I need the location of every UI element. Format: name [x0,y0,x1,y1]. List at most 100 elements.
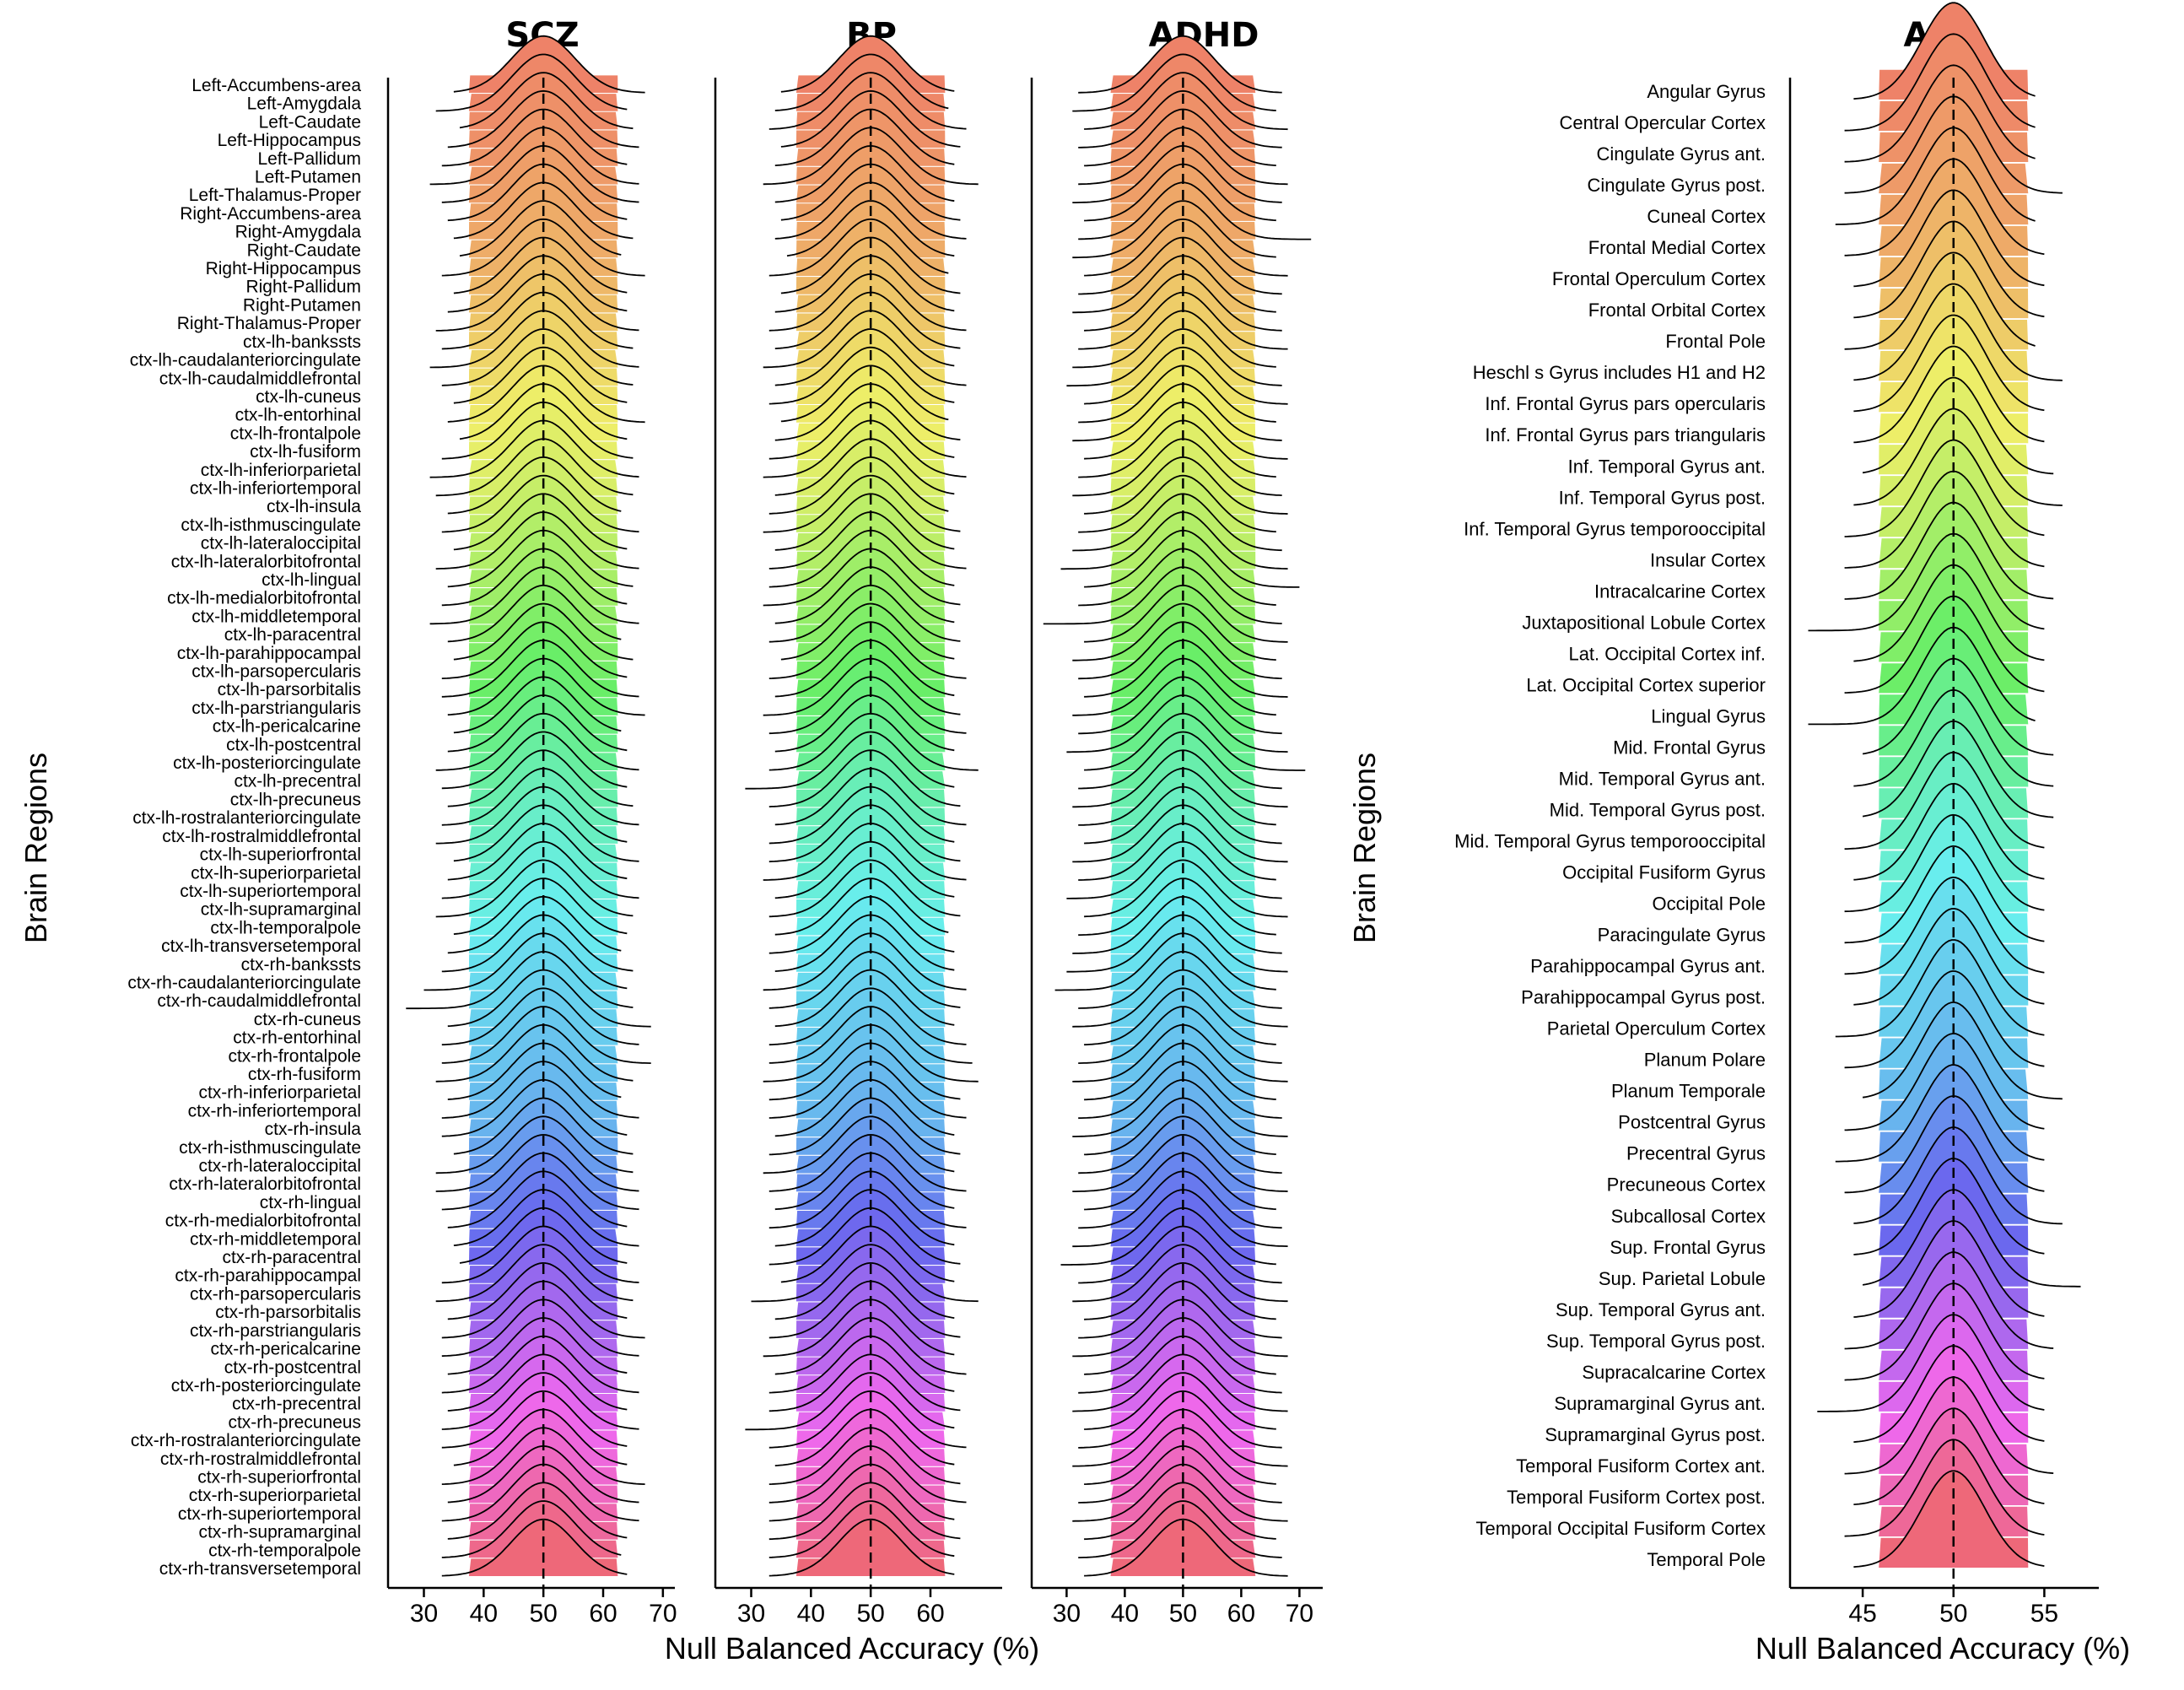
asd-category-label: Parahippocampal Gyrus post. [1521,987,1766,1008]
asd-category-label: Occipital Fusiform Gyrus [1562,862,1766,883]
bp-ridge-density-line [768,401,955,460]
scz-ridge-fill [468,1519,618,1576]
scz-ridge-density-line [441,218,645,277]
bp-ridge-density-line [768,950,961,1009]
scz-ridge-density-line [447,255,628,313]
asd-ridge-density-line [1853,564,2045,662]
adhd-ridge-density-line [1072,895,1282,954]
asd-ridge-density-line [1835,1064,2045,1163]
asd-ridge-density-line [1844,439,2045,537]
bp-ridge-density-line [768,1427,961,1485]
bp-ridge-density-line [774,328,967,386]
adhd-ridge-density-line [1072,310,1276,369]
bp-ridge-density-line [763,823,967,881]
bp-ridge-density-line [768,621,967,679]
scz-category-labels: Left-Accumbens-areaLeft-AmygdalaLeft-Cau… [127,76,361,1579]
asd-category-label: Mid. Temporal Gyrus ant. [1559,769,1766,790]
adhd-ridge-density-line [1066,840,1282,899]
scz-ridge-row [441,1518,628,1577]
bp-ridge-density-line [768,529,955,588]
bp-ridge-density-line [763,474,961,533]
scz-ridge-density-line [441,621,628,679]
asd-category-label: Cuneal Cortex [1647,206,1766,227]
scz-category-label: ctx-lh-bankssts [243,332,361,352]
asd-ridge-density-line [1853,189,2045,288]
asd-category-label: Frontal Operculum Cortex [1552,268,1766,289]
adhd-ridge-fill [1110,1519,1256,1576]
bp-ridge-density-line [774,1079,955,1137]
scz-category-label: ctx-rh-supramarginal [198,1523,361,1542]
adhd-ridge-density-line [1072,804,1288,863]
scz-ridge-density-line [447,895,622,954]
scz-category-label: ctx-rh-parsorbitalis [215,1303,361,1322]
scz-category-label: ctx-lh-supramarginal [201,900,361,920]
adhd-ridge-density-line [1078,621,1282,680]
adhd-ridge-density-line [1072,383,1282,442]
asd-category-label: Inf. Frontal Gyrus pars triangularis [1485,424,1766,445]
scz-ridge-density-line [441,1299,639,1358]
adhd-ridge-density-line [1078,236,1282,295]
scz-ridge-density-line [453,1408,628,1466]
asd-category-label: Planum Temporale [1611,1081,1766,1102]
asd-ridge-density-line [1853,1345,2045,1443]
asd-ridge-density-line [1817,1314,2045,1412]
adhd-ridge-density-line [1078,1444,1282,1504]
bp-ridge-density-line [774,1408,955,1466]
scz-category-label: ctx-lh-parstriangularis [191,699,361,718]
scz-x-tick-label: 30 [410,1600,438,1628]
scz-category-label: ctx-lh-cuneus [256,387,361,407]
asd-ridge-density-line [1844,251,2036,350]
scz-category-label: ctx-rh-precentral [232,1395,361,1414]
adhd-ridge-density-line [1078,1280,1282,1339]
bp-ridge-row [768,1518,955,1577]
scz-category-label: ctx-lh-lingual [262,570,361,590]
asd-ridge-fill [1879,1471,2029,1568]
scz-category-label: Right-Amygdala [235,223,362,242]
adhd-ridge-density-line [1084,1372,1276,1430]
scz-ridge-density-line [441,1335,639,1394]
asd-ridge-density-line [1862,657,2054,756]
adhd-x-tick-label: 50 [1169,1600,1197,1628]
scz-ridge-density-line [447,585,622,643]
adhd-ridge-density-line [1072,1244,1288,1303]
asd-category-label: Inf. Temporal Gyrus post. [1559,487,1766,508]
bp-ridge-density-line [768,1390,967,1449]
asd-ridge-density-line [1853,345,2045,444]
bp-ridge-density-line [768,1444,967,1504]
scz-ridge-density-line [441,1500,622,1558]
adhd-ridge-density-line [1084,1261,1276,1320]
bp-ridge-density-line [774,145,955,203]
bp-ridge-density-line [745,731,955,790]
scz-category-label: ctx-rh-bankssts [241,955,361,975]
scz-ridge-density-line [435,1244,634,1303]
asd-category-label: Parahippocampal Gyrus ant. [1530,956,1766,977]
scz-ridge-density-line [453,236,628,294]
asd-ridges [1808,2,2081,1569]
scz-category-label: ctx-rh-cuneus [254,1010,361,1029]
scz-ridge-density-line [447,969,651,1028]
adhd-x-tick-label: 70 [1286,1600,1313,1628]
bp-ridge-density-line [768,786,955,845]
scz-ridge-density-line [429,419,639,478]
scz-category-label: ctx-lh-medialorbitofrontal [167,589,361,608]
adhd-ridges [1043,35,1312,1577]
asd-category-label: Sup. Parietal Lobule [1599,1268,1766,1289]
bp-ridge-density-line [768,456,949,515]
adhd-ridge-density-line [1084,72,1288,131]
scz-category-label: ctx-lh-pericalcarine [213,717,361,737]
scz-ridge-density-line [441,1372,639,1430]
asd-category-label: Subcallosal Cortex [1611,1206,1766,1227]
bp-ridge-density-line [768,676,967,735]
asd-ridge-density-line [1844,1439,2045,1537]
scz-ridge-density-line [447,749,634,807]
scz-ridge-density-line [441,548,628,607]
asd-x-ticks: 45 50 55 [1848,1588,2058,1628]
scz-category-label: Left-Thalamus-Proper [189,186,361,205]
scz-ridge-density-line [447,1353,628,1412]
adhd-ridge-density-line [1078,1335,1282,1394]
adhd-ridge-density-line [1084,1042,1276,1101]
scz-category-label: ctx-rh-frontalpole [228,1046,361,1066]
asd-ridge-density-line [1844,845,2045,944]
adhd-ridge-density-line [1078,1061,1282,1120]
scz-ridge-density-line [441,108,628,167]
